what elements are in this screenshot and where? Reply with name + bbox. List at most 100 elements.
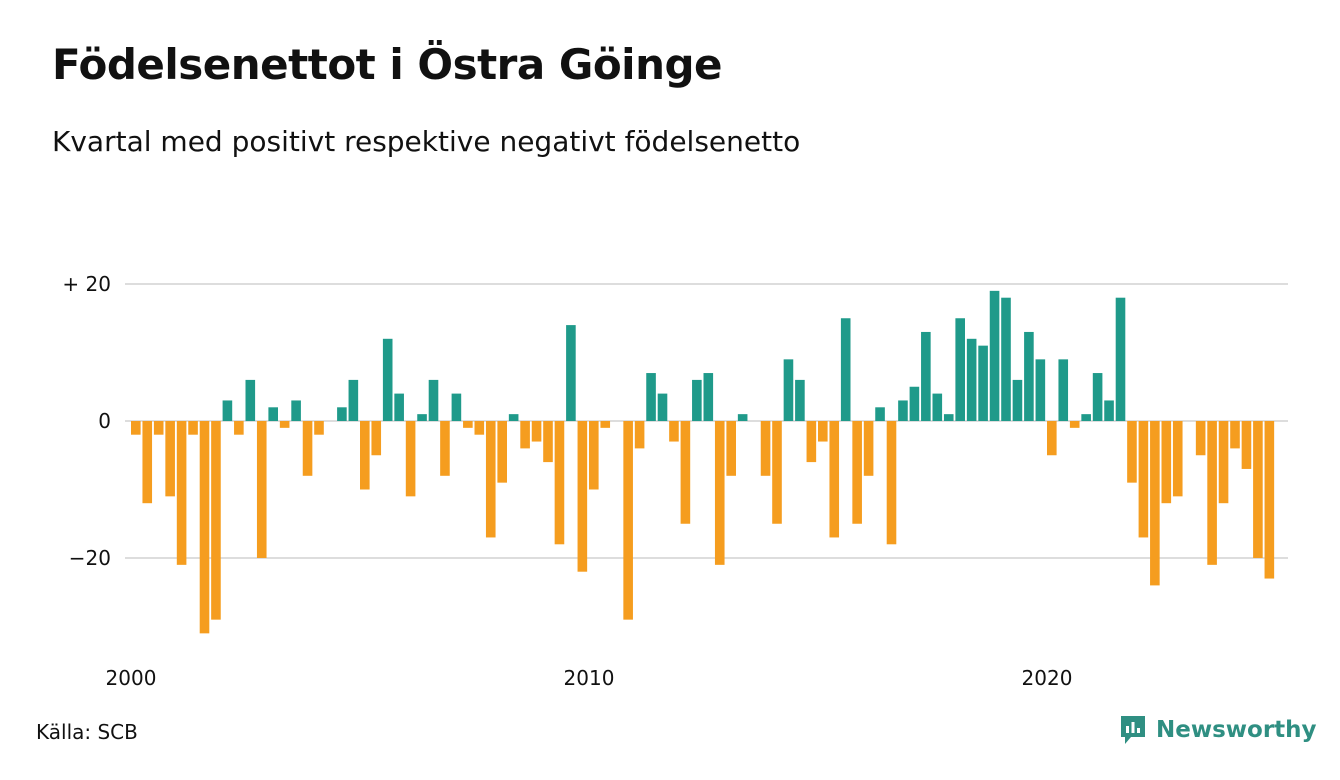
bar-negative <box>634 421 645 449</box>
bar-negative <box>886 421 897 545</box>
bar-positive <box>1058 359 1069 421</box>
bar-positive <box>898 400 908 421</box>
bar-negative <box>165 421 175 497</box>
y-tick-label: −20 <box>69 546 111 570</box>
bar-positive <box>245 379 256 421</box>
bar-positive <box>1012 379 1023 421</box>
bar-negative <box>1069 421 1080 428</box>
bar-positive <box>1001 297 1011 421</box>
bar-negative <box>371 421 382 456</box>
bar-negative <box>1127 421 1137 483</box>
bar-negative <box>600 421 611 428</box>
bar-positive <box>646 373 656 421</box>
bar-positive <box>966 338 977 421</box>
bar-positive <box>955 318 965 421</box>
bar-negative <box>463 421 473 428</box>
bar-negative <box>806 421 817 463</box>
bar-negative <box>554 421 565 545</box>
bar-positive <box>989 290 1000 421</box>
bar-chart: + 20 0 −20 2000 2010 2020 <box>62 272 1288 690</box>
x-tick-label: 2010 <box>564 666 615 690</box>
bar-positive <box>348 379 359 421</box>
bar-negative <box>279 421 290 428</box>
y-tick-label: 0 <box>98 409 111 433</box>
bar-positive <box>1104 400 1114 421</box>
bar-negative <box>760 421 771 476</box>
bar-negative <box>360 421 370 490</box>
bar-negative <box>520 421 530 449</box>
bar-negative <box>669 421 679 442</box>
bar-positive <box>703 373 714 421</box>
bar-positive <box>1035 359 1046 421</box>
bar-negative <box>531 421 542 442</box>
bar-negative <box>234 421 244 435</box>
y-axis-tick-labels: + 20 0 −20 <box>62 272 111 570</box>
bar-negative <box>302 421 313 476</box>
bar-negative <box>314 421 324 435</box>
bar-positive <box>428 379 439 421</box>
bar-positive <box>451 393 462 421</box>
bar-negative <box>852 421 862 524</box>
bar-negative <box>1172 421 1183 497</box>
bar-positive <box>932 393 943 421</box>
bar-negative <box>1138 421 1149 538</box>
bars <box>131 290 1275 634</box>
bar-negative <box>714 421 725 565</box>
bar-positive <box>875 407 885 421</box>
x-axis-tick-labels: 2000 2010 2020 <box>106 666 1073 690</box>
bar-negative <box>543 421 553 463</box>
bar-positive <box>692 379 702 421</box>
newsworthy-logo-icon <box>1121 716 1145 744</box>
bar-negative <box>1161 421 1172 504</box>
bar-negative <box>497 421 507 483</box>
bar-negative <box>680 421 691 524</box>
bar-positive <box>222 400 233 421</box>
bar-positive <box>566 325 576 421</box>
bar-negative <box>256 421 267 558</box>
bar-negative <box>211 421 221 620</box>
bar-positive <box>783 359 794 421</box>
bar-positive <box>291 400 301 421</box>
bar-negative <box>863 421 874 476</box>
bar-negative <box>1253 421 1263 558</box>
bar-positive <box>508 414 519 421</box>
bar-negative <box>1241 421 1252 469</box>
bar-negative <box>726 421 736 476</box>
bar-positive <box>382 338 393 421</box>
bar-positive <box>909 386 920 421</box>
bar-negative <box>1264 421 1275 579</box>
bar-negative <box>474 421 485 435</box>
bar-negative <box>153 421 164 435</box>
bar-negative <box>440 421 450 476</box>
chart-subtitle: Kvartal med positivt respektive negativt… <box>52 125 801 158</box>
bar-negative <box>1218 421 1229 504</box>
brand-logo[interactable]: Newsworthy <box>1118 714 1317 746</box>
bar-negative <box>623 421 633 620</box>
bar-negative <box>405 421 416 497</box>
y-tick-label: + 20 <box>62 272 111 296</box>
bar-positive <box>943 414 954 421</box>
bar-negative <box>131 421 141 435</box>
bar-positive <box>978 345 988 421</box>
bar-positive <box>1115 297 1126 421</box>
bar-negative <box>818 421 828 442</box>
bar-negative <box>199 421 210 634</box>
bar-positive <box>657 393 668 421</box>
bar-positive <box>394 393 404 421</box>
bar-negative <box>1150 421 1160 586</box>
source-note: Källa: SCB <box>36 720 138 744</box>
bar-negative <box>176 421 187 565</box>
bar-negative <box>577 421 588 572</box>
bar-positive <box>737 414 748 421</box>
bar-positive <box>417 414 427 421</box>
bar-positive <box>337 407 347 421</box>
bar-negative <box>188 421 198 435</box>
x-tick-label: 2020 <box>1022 666 1073 690</box>
x-tick-label: 2000 <box>106 666 157 690</box>
bar-negative <box>772 421 782 524</box>
brand-name: Newsworthy <box>1156 717 1317 743</box>
bar-positive <box>921 331 931 421</box>
bar-positive <box>1092 373 1103 421</box>
bar-negative <box>829 421 840 538</box>
bar-positive <box>1024 331 1034 421</box>
